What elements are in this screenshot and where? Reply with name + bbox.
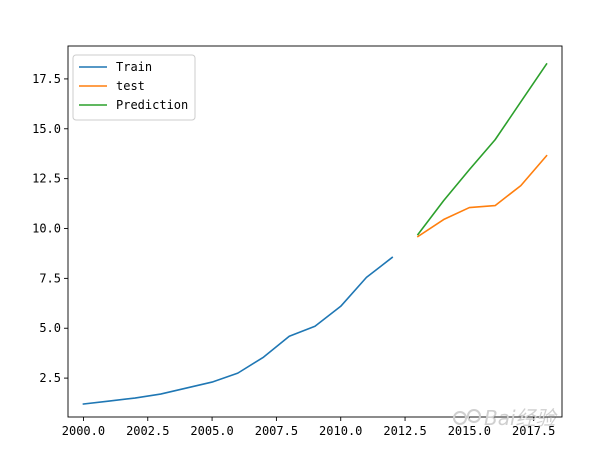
legend-label-train: Train: [116, 60, 152, 74]
axes-frame: [67, 45, 563, 418]
watermark-paw-icon: [467, 409, 481, 423]
series-line-prediction: [416, 62, 548, 236]
legend-label-test: test: [116, 79, 145, 93]
x-tick-label: 2017.5: [512, 424, 555, 438]
y-tick-label: 15.0: [32, 122, 61, 136]
y-tick-label: 2.5: [39, 371, 61, 385]
x-tick-label: 2015.0: [448, 424, 491, 438]
y-tick-label: 17.5: [32, 72, 61, 86]
legend-box: [72, 54, 196, 121]
series-line-test: [416, 154, 548, 238]
axes: 2000.0 2002.5 2005.0 2007.5 2010.0 2012.5 2015…: [32, 45, 563, 438]
series-line-train: [82, 256, 394, 405]
x-tick-label: 2010.0: [319, 424, 362, 438]
y-tick-label: 10.0: [32, 222, 61, 236]
watermark-paw-icon: [453, 411, 467, 425]
watermark-text: Bai经验: [484, 406, 559, 430]
y-tick-label: 12.5: [32, 172, 61, 186]
legend: Train test Prediction: [72, 54, 196, 121]
legend-label-prediction: Prediction: [116, 98, 188, 112]
x-tick-label: 2005.0: [190, 424, 233, 438]
x-tick-label: 2007.5: [255, 424, 298, 438]
watermark: Bai经验: [453, 406, 559, 430]
y-tick-label: 5.0: [39, 321, 61, 335]
x-tick-label: 2012.5: [383, 424, 426, 438]
x-tick-label: 2000.0: [62, 424, 105, 438]
y-tick-label: 7.5: [39, 271, 61, 285]
x-tick-label: 2002.5: [126, 424, 169, 438]
plot-area: [82, 62, 548, 405]
